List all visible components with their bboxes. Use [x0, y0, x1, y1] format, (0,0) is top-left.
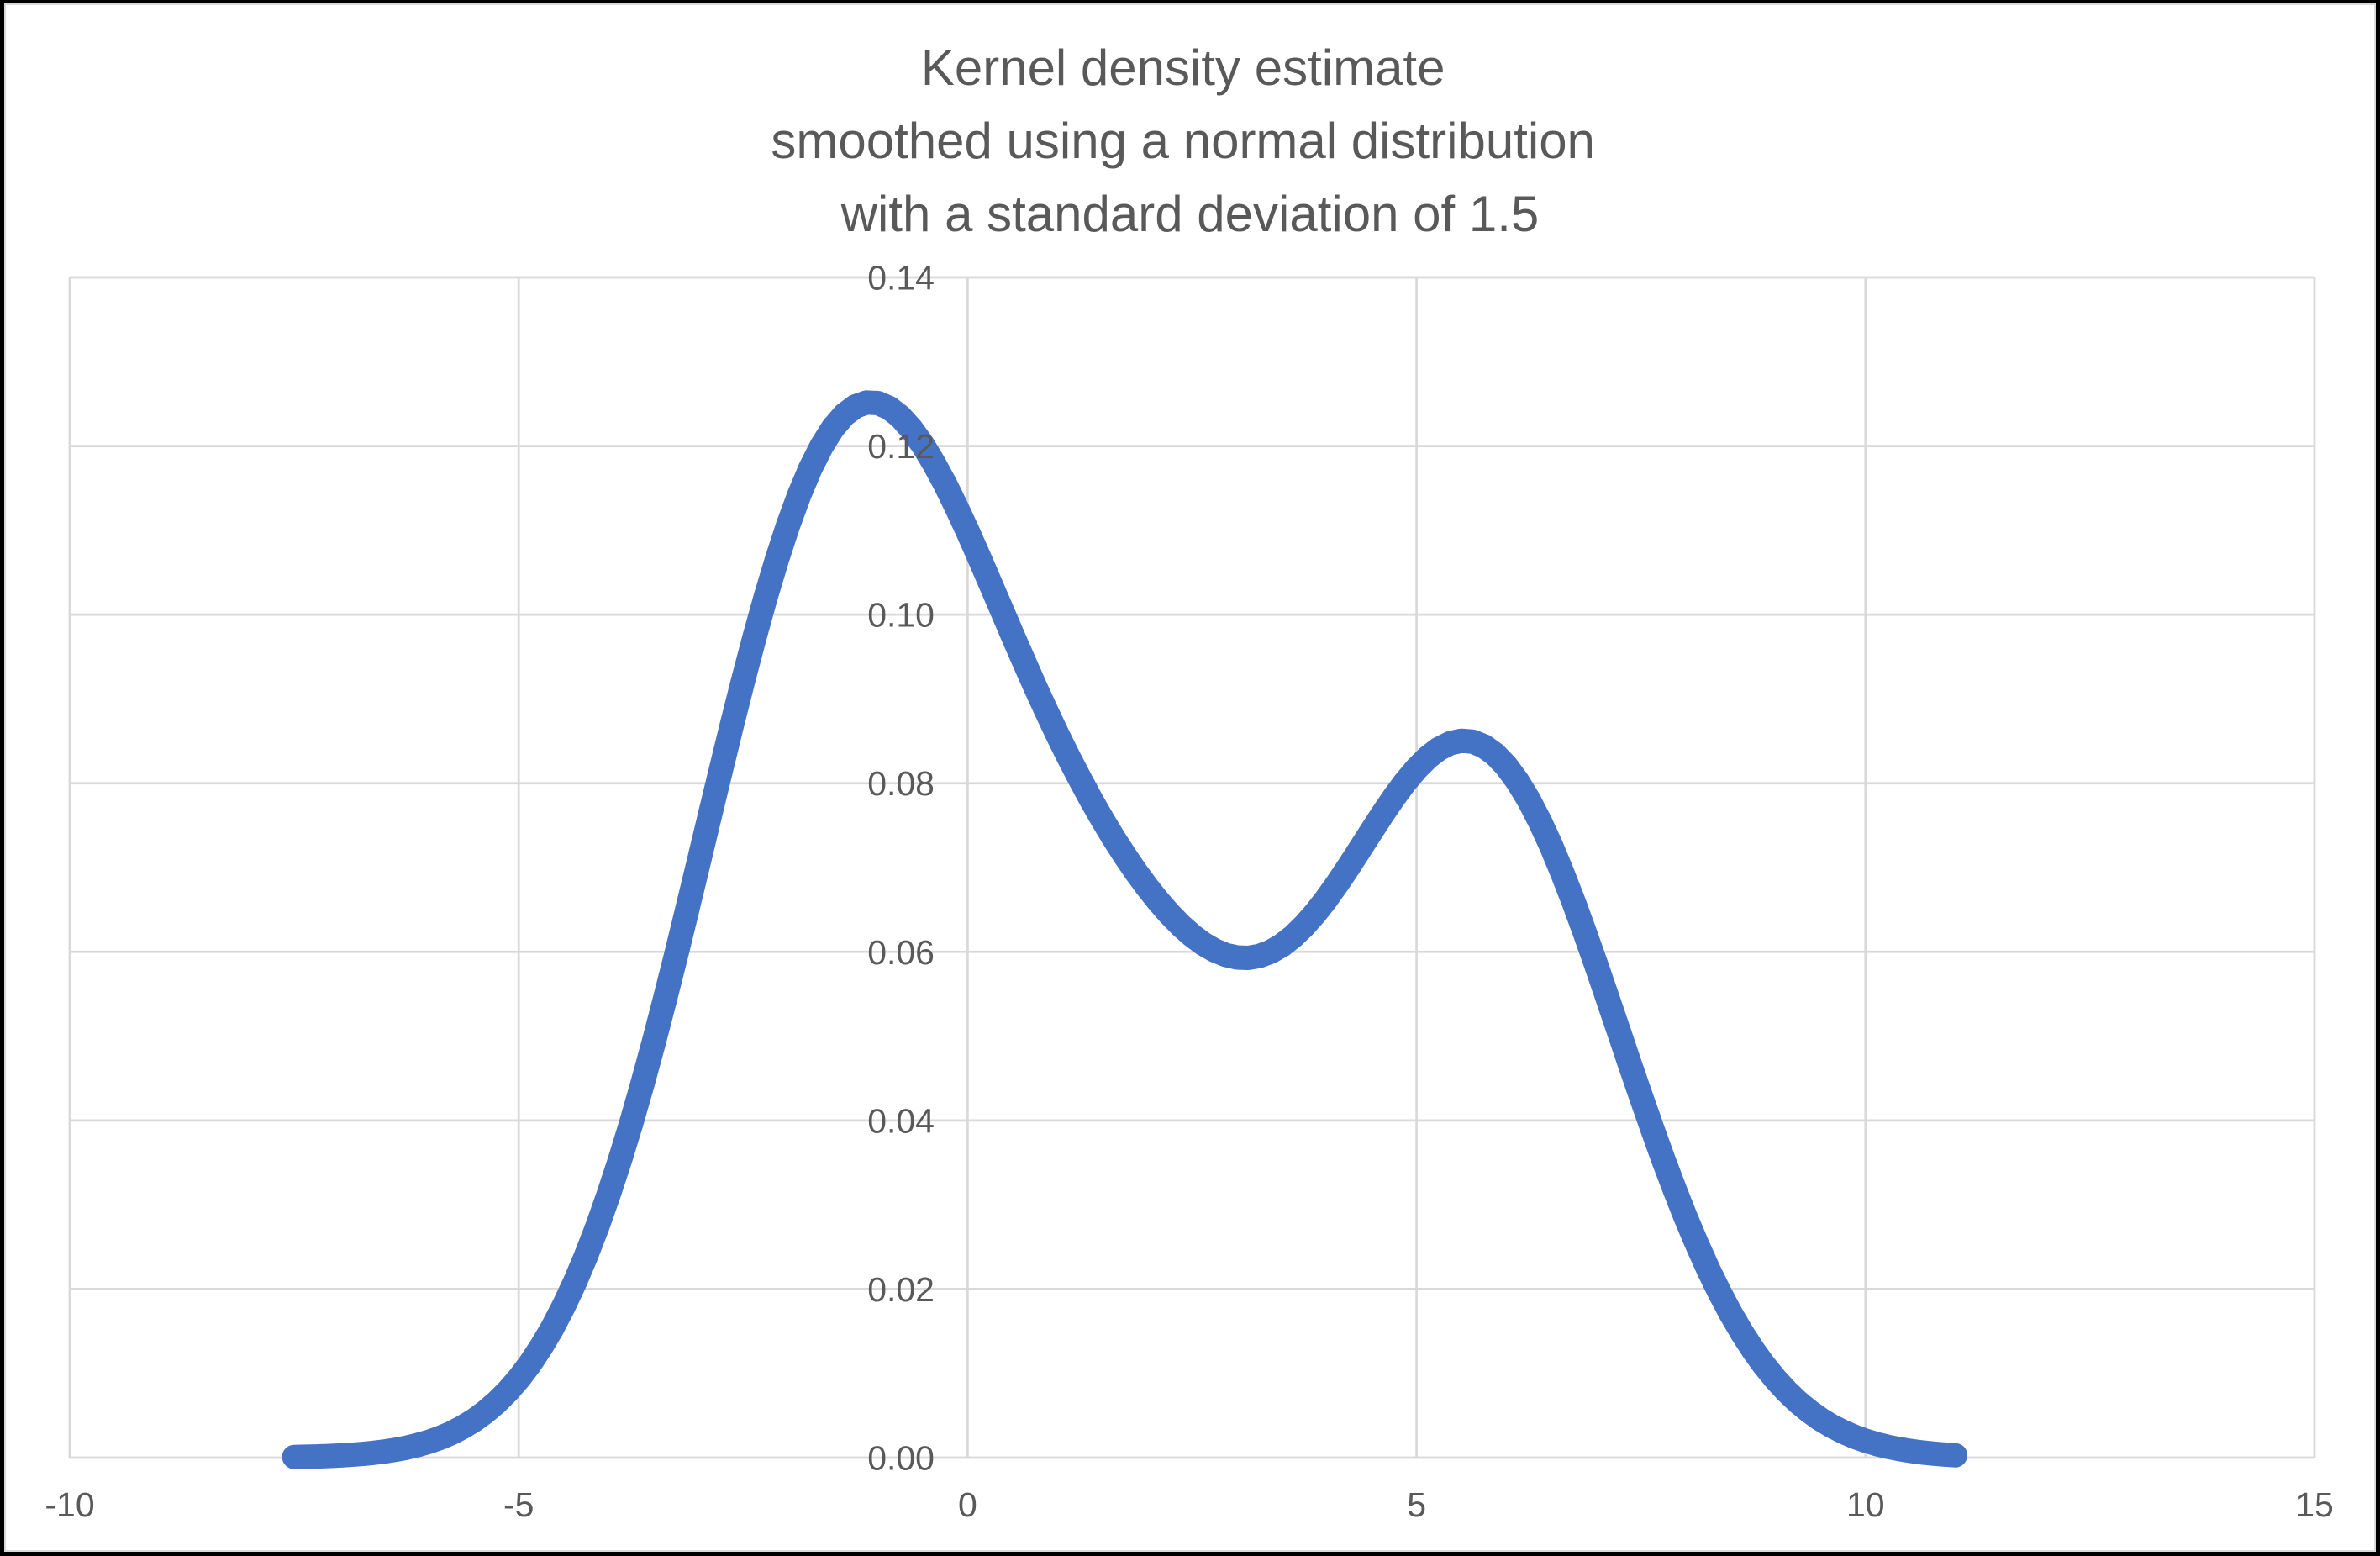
gridlines — [68, 276, 2316, 1459]
x-tick-label--10: -10 — [45, 1485, 94, 1524]
y-tick-label-0.00: 0.00 — [867, 1439, 935, 1478]
y-tick-label-0.14: 0.14 — [867, 259, 935, 298]
chart-area-background — [4, 3, 2376, 1552]
x-tick-label-0: 0 — [958, 1485, 977, 1524]
y-tick-label-0.10: 0.10 — [867, 596, 935, 635]
y-tick-label-0.02: 0.02 — [867, 1270, 935, 1309]
y-tick-label-0.08: 0.08 — [867, 764, 935, 803]
y-axis-tick-labels: 0.00 0.02 0.04 0.06 0.08 0.10 0.12 0.14 — [867, 259, 935, 1478]
y-tick-label-0.04: 0.04 — [867, 1101, 935, 1140]
kde-curve-line — [282, 390, 1968, 1469]
chart-title-line-2: smoothed using a normal distribution — [771, 113, 1595, 169]
x-tick-label-5: 5 — [1407, 1485, 1426, 1524]
y-tick-label-0.12: 0.12 — [867, 427, 935, 466]
y-tick-label-0.06: 0.06 — [867, 933, 935, 972]
chart-title: Kernel density estimate smoothed using a… — [771, 40, 1609, 242]
x-tick-label-10: 10 — [1846, 1485, 1885, 1524]
x-tick-label-15: 15 — [2295, 1485, 2334, 1524]
x-axis-tick-labels: -10 -5 0 5 10 15 — [45, 1485, 2333, 1524]
x-tick-label--5: -5 — [503, 1485, 534, 1524]
chart-title-line-1: Kernel density estimate — [921, 40, 1445, 96]
chart-title-line-3: with a standard deviation of 1.5 — [840, 186, 1540, 242]
